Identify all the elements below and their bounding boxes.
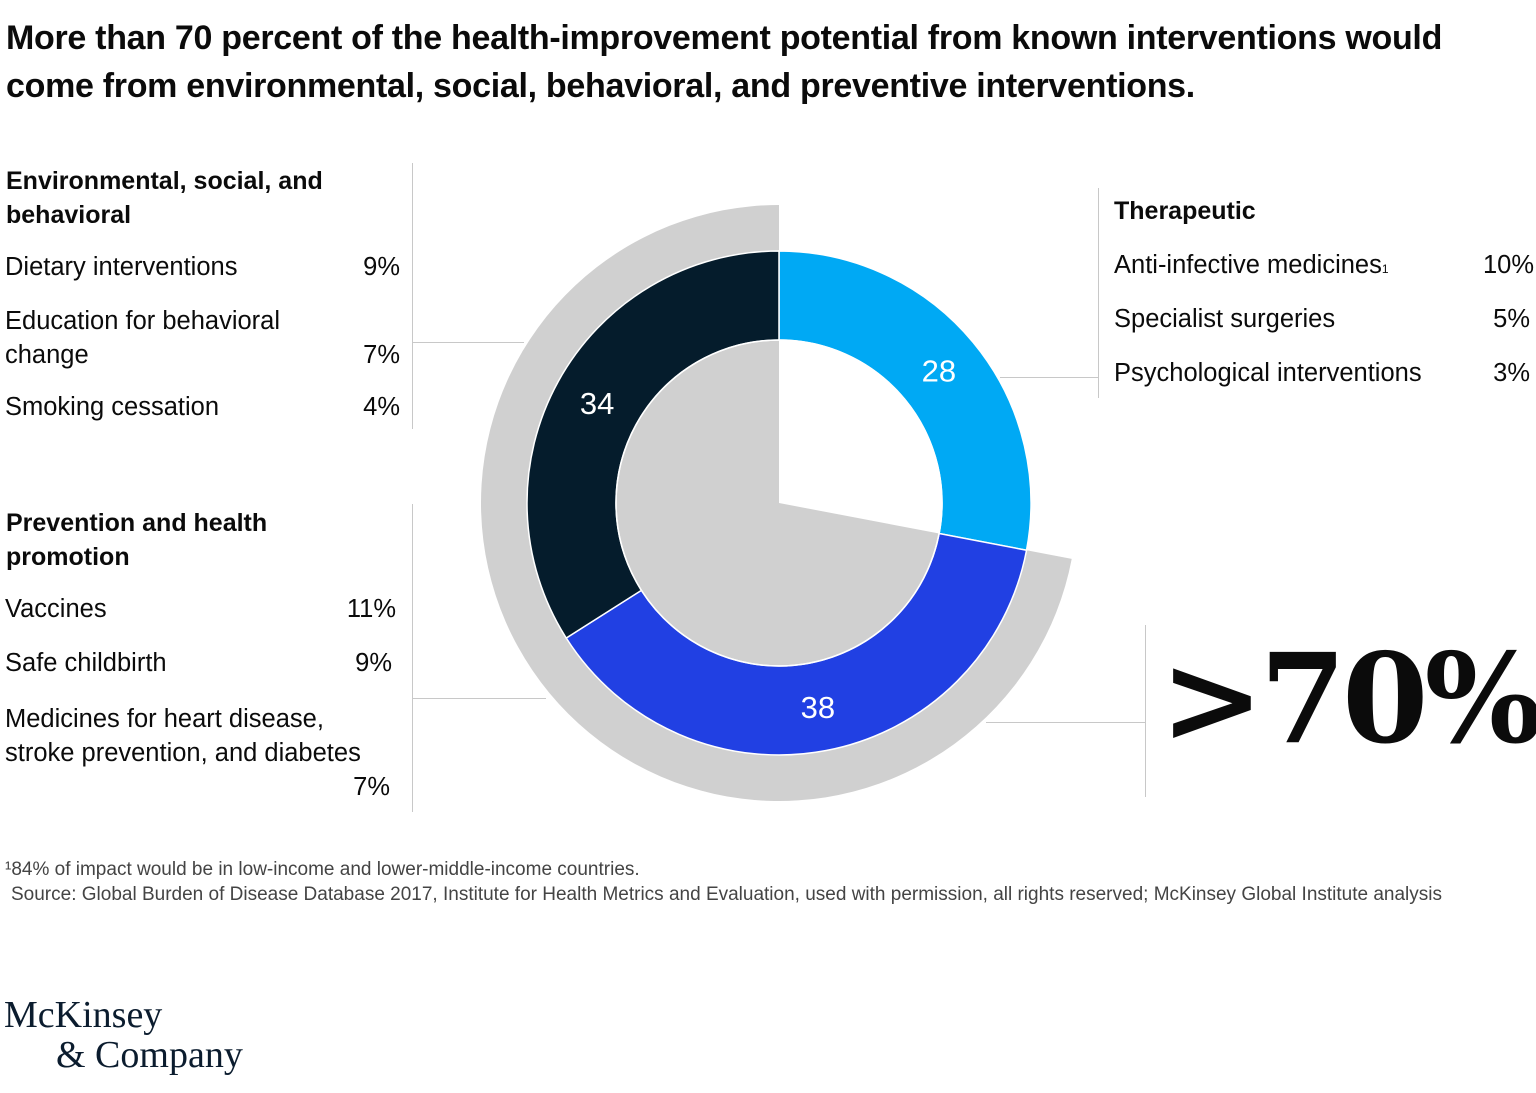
row-value-dietary: 9% bbox=[363, 253, 400, 281]
row-label-anti-infective-text: Anti-infective medicines bbox=[1114, 251, 1382, 279]
bracket-therapeutic bbox=[1098, 188, 1099, 398]
logo-line-2: & Company bbox=[56, 1034, 243, 1076]
row-value-vaccines: 11% bbox=[346, 595, 396, 623]
row-label-education: Education for behavioral change bbox=[5, 307, 281, 369]
donut-inner-edge bbox=[615, 339, 943, 667]
group-heading-therapeutic: Therapeutic bbox=[1114, 197, 1256, 225]
row-value-medicines: 7% bbox=[353, 773, 390, 801]
row-label-surgeries: Specialist surgeries bbox=[1114, 305, 1336, 333]
row-value-childbirth: 9% bbox=[355, 649, 392, 677]
slice-value-label-prevention-and-health-promotion: 38 bbox=[801, 690, 835, 725]
connector-environmental bbox=[412, 342, 524, 343]
mckinsey-logo: McKinsey & Company bbox=[4, 995, 243, 1075]
bracket-prevention bbox=[412, 504, 413, 812]
slice-value-label-therapeutic: 28 bbox=[922, 354, 956, 389]
row-label-vaccines: Vaccines bbox=[5, 595, 107, 623]
connector-prevention bbox=[412, 698, 546, 699]
footnote-marker: 1 bbox=[1381, 262, 1389, 276]
group-heading-prevention: Prevention and health promotion bbox=[6, 509, 268, 571]
row-label-smoking: Smoking cessation bbox=[5, 393, 220, 421]
highlight-inner-fill bbox=[615, 340, 940, 666]
row-value-surgeries: 5% bbox=[1493, 305, 1530, 333]
row-label-psychological: Psychological interventions bbox=[1114, 359, 1422, 387]
row-value-anti-infective: 10% bbox=[1482, 251, 1534, 279]
chart-title: More than 70 percent of the health-impro… bbox=[6, 19, 1443, 105]
bracket-environmental bbox=[412, 163, 413, 429]
row-label-dietary: Dietary interventions bbox=[5, 253, 238, 281]
row-value-education: 7% bbox=[363, 341, 400, 369]
row-value-psychological: 3% bbox=[1493, 359, 1530, 387]
group-heading-environmental: Environmental, social, and behavioral bbox=[6, 167, 323, 229]
row-label-medicines: Medicines for heart disease, stroke prev… bbox=[5, 705, 361, 767]
footnote-1: ¹84% of impact would be in low-income an… bbox=[5, 859, 640, 880]
logo-line-1: McKinsey bbox=[4, 994, 163, 1036]
highlight-label: >70% bbox=[1160, 627, 1536, 772]
source-note: Source: Global Burden of Disease Databas… bbox=[11, 884, 1442, 905]
connector-therapeutic bbox=[1000, 377, 1098, 378]
row-label-childbirth: Safe childbirth bbox=[5, 649, 167, 677]
row-label-anti-infective: Anti-infective medicines1 bbox=[1114, 248, 1389, 282]
slice-value-label-environmental-social-and-behavioral: 34 bbox=[580, 386, 614, 421]
bracket-highlight bbox=[1145, 625, 1146, 797]
row-value-smoking: 4% bbox=[363, 393, 400, 421]
connector-highlight bbox=[986, 722, 1146, 723]
